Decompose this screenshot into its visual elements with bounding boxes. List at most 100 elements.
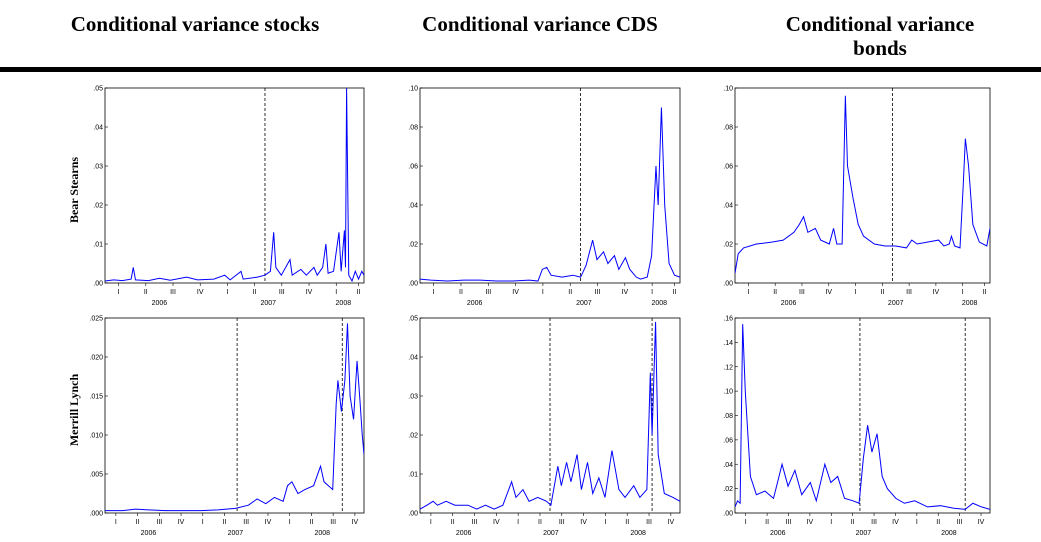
line-series [420,321,680,510]
x-tick-label: I [202,519,204,526]
x-tick-label: III [243,519,249,526]
x-tick-label: I [115,519,117,526]
column-header: Conditional variance CDS [422,12,658,36]
x-tick-label: III [485,289,491,296]
line-series [735,324,990,510]
year-label: 2007 [888,300,904,307]
x-tick-label: III [279,289,285,296]
x-tick-label: II [459,289,463,296]
x-tick-label: II [880,289,884,296]
x-tick-label: III [906,289,912,296]
x-tick-label: I [604,519,606,526]
y-tick-label: .025 [89,316,103,323]
plot-frame [734,317,991,514]
year-label: 2006 [152,300,168,307]
year-label: 2008 [630,530,646,537]
x-tick-label: I [433,289,435,296]
line-series [420,107,680,282]
year-label: 2008 [336,300,352,307]
x-tick-label: II [568,289,572,296]
y-tick-label: .10 [723,389,733,396]
x-tick-label: II [936,519,940,526]
x-tick-label: IV [512,289,519,296]
y-tick-label: .04 [723,462,733,469]
x-tick-label: III [799,289,805,296]
x-tick-label: I [226,289,228,296]
year-label: 2008 [314,530,330,537]
x-tick-label: I [517,519,519,526]
header-rule [0,67,1041,72]
y-tick-label: .020 [89,355,103,362]
x-tick-label: I [430,519,432,526]
y-tick-label: .10 [723,86,733,93]
x-tick-label: I [855,289,857,296]
x-tick-label: I [747,289,749,296]
y-tick-label: .015 [89,394,103,401]
y-tick-label: .14 [723,340,733,347]
y-tick-label: .00 [723,281,733,288]
x-tick-label: II [538,519,542,526]
year-label: 2008 [962,300,978,307]
year-label: 2007 [228,530,244,537]
x-tick-label: IV [197,289,204,296]
plot-frame [734,87,991,284]
x-tick-label: II [309,519,313,526]
x-tick-label: IV [265,519,272,526]
column-header: Conditional variance stocks [70,12,320,36]
x-tick-label: IV [352,519,359,526]
x-tick-label: II [673,289,677,296]
x-tick-label: I [335,289,337,296]
plot-frame [419,87,681,284]
row-label: Merrill Lynch [67,374,81,447]
year-label: 2006 [467,300,483,307]
y-tick-label: .04 [723,203,733,210]
plot-frame [104,87,365,284]
x-tick-label: IV [807,519,814,526]
year-label: 2008 [651,300,667,307]
x-tick-label: IV [668,519,675,526]
x-tick-label: I [916,519,918,526]
x-tick-label: IV [892,519,899,526]
x-tick-label: II [773,289,777,296]
y-tick-label: .05 [408,316,418,323]
x-tick-label: I [962,289,964,296]
line-series [735,95,990,274]
y-tick-label: .03 [408,394,418,401]
x-tick-label: III [472,519,478,526]
x-tick-label: II [983,289,987,296]
line-series [105,323,364,512]
x-tick-label: IV [622,289,629,296]
x-tick-label: IV [178,519,185,526]
x-tick-label: II [851,519,855,526]
y-tick-label: .12 [723,364,733,371]
x-tick-label: I [118,289,120,296]
y-tick-label: .000 [89,511,103,518]
year-label: 2007 [260,300,276,307]
x-tick-label: IV [306,289,313,296]
x-tick-label: III [646,519,652,526]
x-tick-label: II [357,289,361,296]
plot-frame [104,317,365,514]
y-tick-label: .10 [408,86,418,93]
y-tick-label: .04 [408,355,418,362]
x-tick-label: I [745,519,747,526]
x-tick-label: II [451,519,455,526]
x-tick-label: IV [580,519,587,526]
x-tick-label: III [786,519,792,526]
y-tick-label: .04 [93,125,103,132]
x-tick-label: IV [493,519,500,526]
x-tick-label: III [595,289,601,296]
year-label: 2006 [141,530,157,537]
y-tick-label: .05 [93,86,103,93]
year-label: 2006 [456,530,472,537]
x-tick-label: III [871,519,877,526]
x-tick-label: III [156,519,162,526]
y-tick-label: .00 [408,281,418,288]
year-label: 2007 [856,530,872,537]
y-tick-label: .00 [93,281,103,288]
x-tick-label: III [957,519,963,526]
x-tick-label: II [223,519,227,526]
x-tick-label: III [559,519,565,526]
